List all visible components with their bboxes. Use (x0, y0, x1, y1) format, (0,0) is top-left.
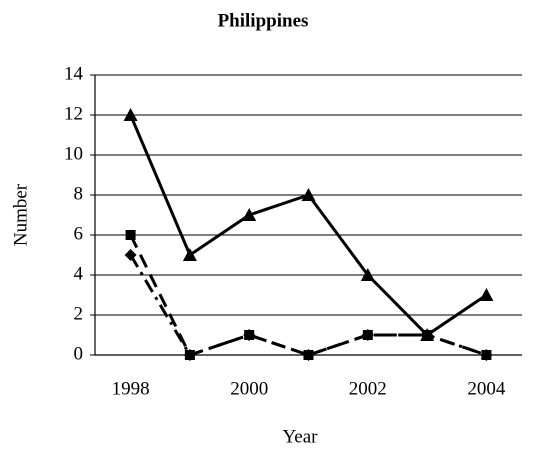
y-tick-label: 8 (74, 183, 84, 204)
diamond-marker (243, 329, 256, 341)
triangle-marker (301, 188, 316, 201)
x-axis-label: Year (282, 426, 318, 447)
diamond-marker (183, 349, 196, 361)
triangle-marker (182, 248, 197, 261)
x-tick-label: 2004 (467, 378, 506, 399)
triangle-marker (360, 268, 375, 281)
triangle-marker (479, 288, 494, 301)
chart-title: Philippines (218, 10, 309, 31)
x-tick-label: 2000 (230, 378, 268, 399)
diamond-marker (124, 249, 137, 261)
series-line (129, 114, 488, 337)
x-tick-label: 2002 (349, 378, 387, 399)
triangle-marker (242, 208, 257, 221)
y-tick-label: 10 (64, 143, 83, 164)
x-tick-label: 1998 (112, 378, 150, 399)
y-tick-label: 4 (74, 263, 84, 284)
y-tick-label: 0 (74, 343, 84, 364)
y-tick-label: 6 (74, 223, 84, 244)
y-axis-label: Number (10, 183, 31, 246)
diamond-marker (302, 349, 315, 361)
diamond-marker (480, 349, 493, 361)
square-marker (125, 230, 136, 240)
diamond-marker (421, 329, 434, 341)
y-tick-label: 2 (74, 303, 84, 324)
y-tick-label: 14 (64, 63, 84, 84)
triangle-marker (123, 108, 138, 121)
diamond-marker (361, 329, 374, 341)
y-tick-label: 12 (64, 103, 83, 124)
